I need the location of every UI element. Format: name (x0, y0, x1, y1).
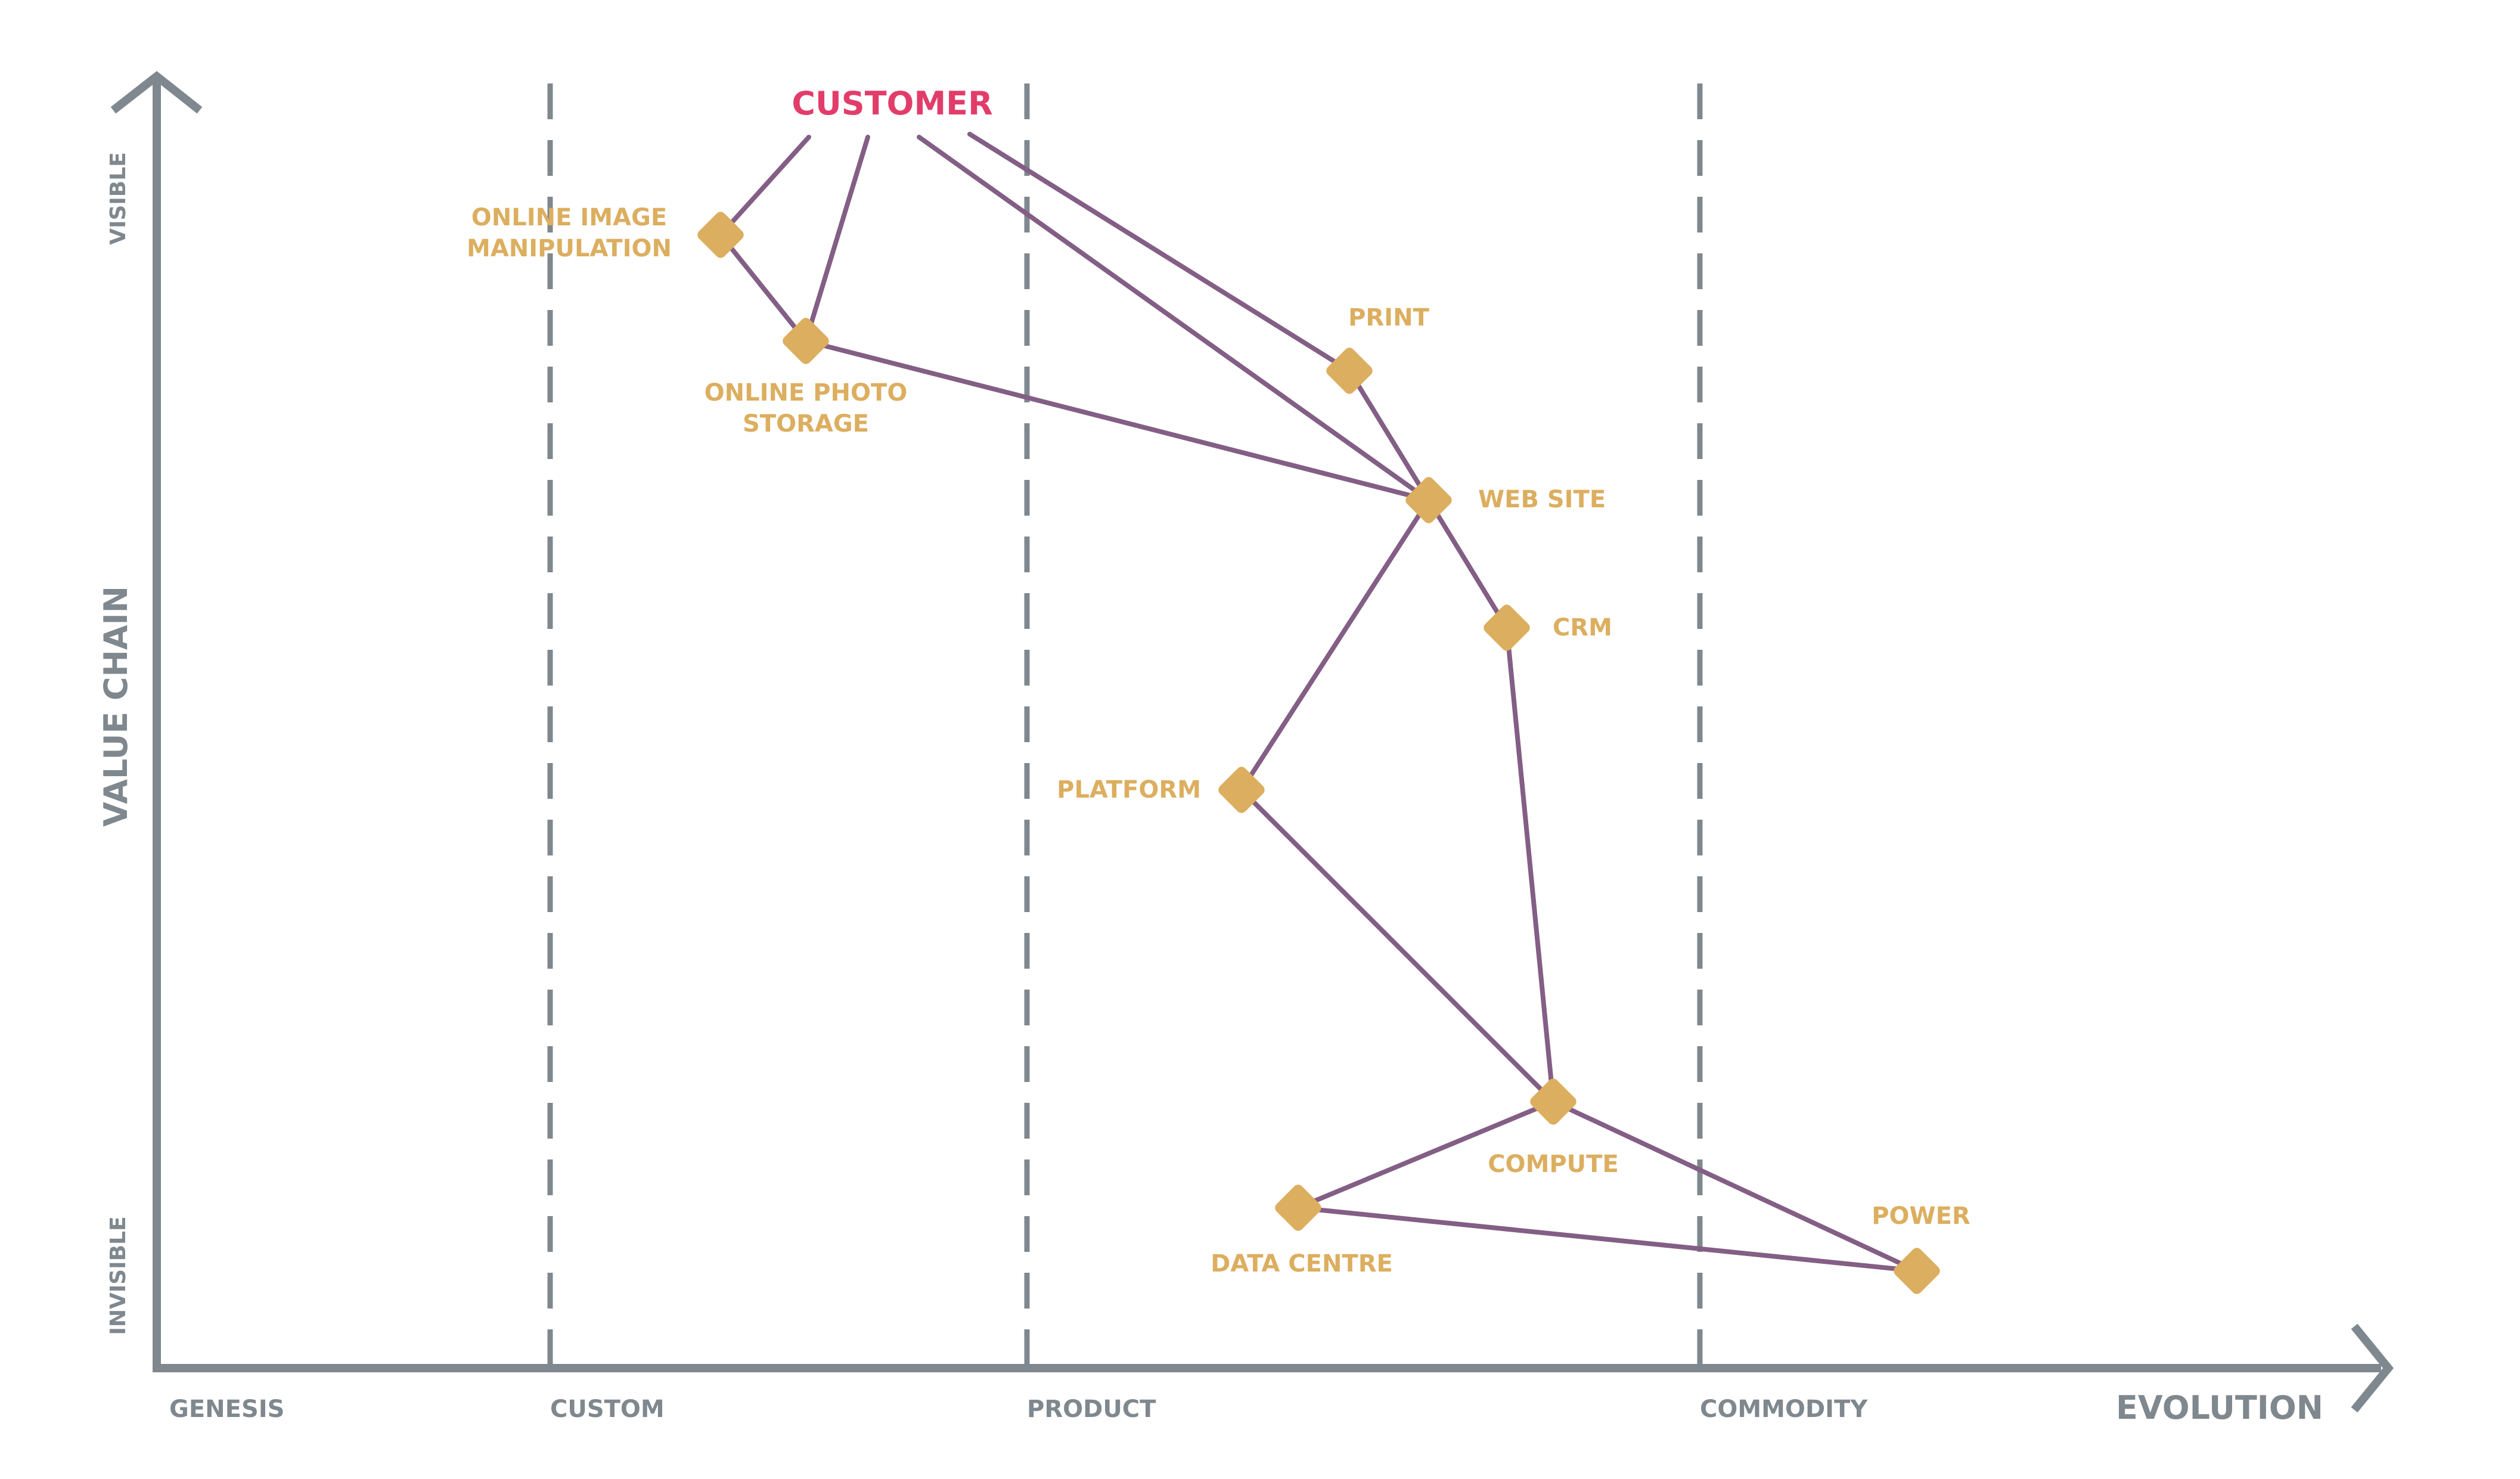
link-compute-to-power (1551, 1099, 1919, 1273)
node-online-image[interactable] (696, 210, 746, 261)
stage-separators (547, 83, 1703, 1365)
customer-label: CUSTOMER (792, 85, 992, 122)
node-data-centre[interactable] (1273, 1183, 1324, 1233)
link-online-photo-to-web-site (803, 339, 1431, 503)
node-crm[interactable] (1482, 603, 1532, 653)
link-compute-to-data-centre (1296, 1099, 1556, 1210)
link-customer-to-print (967, 132, 1352, 373)
dependency-links (718, 132, 1919, 1273)
label-online-image-line-2: MANIPULATION (467, 235, 672, 262)
evolution-title: EVOLUTION (2116, 1389, 2323, 1427)
stage-label-custom: CUSTOM (550, 1396, 665, 1423)
link-web-site-to-platform (1239, 498, 1431, 792)
link-print-to-web-site (1347, 368, 1431, 503)
evolution-arrowhead (2351, 1323, 2394, 1413)
stage-label-product: PRODUCT (1027, 1396, 1156, 1423)
link-web-site-to-crm (1426, 498, 1509, 630)
link-customer-to-online-image (718, 135, 811, 237)
value-chain-title: VALUE CHAIN (97, 586, 135, 827)
node-online-photo[interactable] (781, 316, 831, 367)
label-crm: CRM (1553, 614, 1612, 641)
node-web-site[interactable] (1404, 475, 1454, 526)
label-platform: PLATFORM (1057, 776, 1201, 804)
label-power: POWER (1872, 1202, 1970, 1230)
label-print: PRINT (1348, 304, 1429, 331)
visible-label: VISIBLE (106, 152, 131, 245)
link-customer-to-online-photo (803, 135, 870, 343)
axes (110, 71, 2394, 1413)
link-platform-to-compute (1239, 787, 1556, 1104)
components (696, 210, 1942, 1297)
label-data-centre: DATA CENTRE (1211, 1250, 1393, 1278)
label-online-photo-line-2: STORAGE (743, 410, 869, 438)
label-online-photo-line-1: ONLINE PHOTO (705, 379, 908, 407)
link-data-centre-to-power (1296, 1205, 1919, 1273)
invisible-label: INVISIBLE (106, 1216, 131, 1335)
link-crm-to-compute (1504, 625, 1556, 1104)
link-customer-to-web-site (917, 135, 1431, 503)
value-chain-arrowhead (110, 71, 203, 114)
label-compute: COMPUTE (1488, 1151, 1619, 1178)
link-online-image-to-online-photo (718, 232, 808, 343)
node-compute[interactable] (1528, 1077, 1579, 1127)
label-online-image-line-1: ONLINE IMAGE (471, 204, 667, 231)
stage-label-genesis: GENESIS (169, 1396, 284, 1423)
stage-label-commodity: COMMODITY (1700, 1396, 1868, 1423)
label-web-site: WEB SITE (1478, 486, 1606, 513)
node-print[interactable] (1324, 346, 1375, 396)
node-power[interactable] (1892, 1246, 1942, 1297)
component-labels: ONLINE IMAGE MANIPULATION ONLINE PHOTO STOR… (467, 204, 1970, 1278)
node-platform[interactable] (1216, 765, 1267, 816)
